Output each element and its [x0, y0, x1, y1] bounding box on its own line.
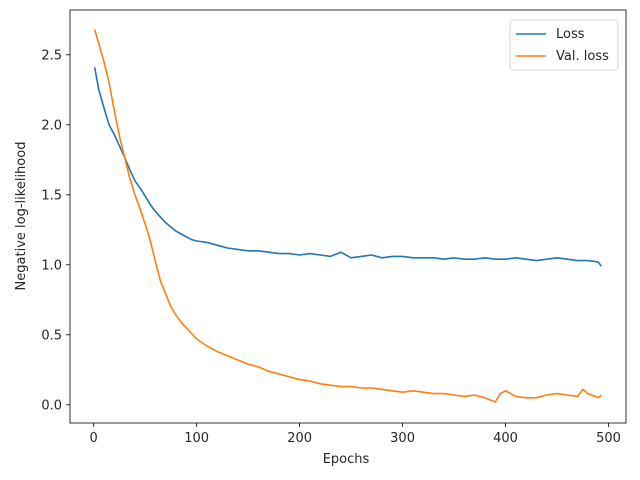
axes-frame: [69, 9, 627, 424]
legend: Loss Val. loss: [509, 19, 619, 71]
legend-box: [509, 19, 619, 71]
x-tick-label: 0: [90, 431, 98, 446]
y-tick-label: 0.0: [41, 398, 62, 413]
y-tick-label: 1.0: [41, 258, 62, 273]
legend-label-val-loss: Val. loss: [556, 49, 609, 64]
legend-label-loss: Loss: [556, 27, 585, 42]
x-axis: 0 100 200 300 400 500: [90, 423, 621, 446]
x-axis-label: Epochs: [323, 452, 370, 467]
x-tick-label: 300: [390, 431, 415, 446]
y-tick-label: 2.0: [41, 118, 62, 133]
plot-area: [93, 29, 602, 403]
x-tick-label: 400: [493, 431, 518, 446]
series-line-loss: [93, 67, 602, 267]
series-line-val-loss: [93, 29, 602, 403]
y-tick-label: 2.5: [41, 48, 62, 63]
y-tick-label: 0.5: [41, 328, 62, 343]
y-axis-label: Negative log-likelihood: [14, 142, 29, 291]
x-tick-label: 100: [184, 431, 209, 446]
x-tick-label: 200: [287, 431, 312, 446]
y-axis: 0.0 0.5 1.0 1.5 2.0 2.5: [41, 48, 70, 413]
y-tick-label: 1.5: [41, 188, 62, 203]
x-tick-label: 500: [596, 431, 621, 446]
